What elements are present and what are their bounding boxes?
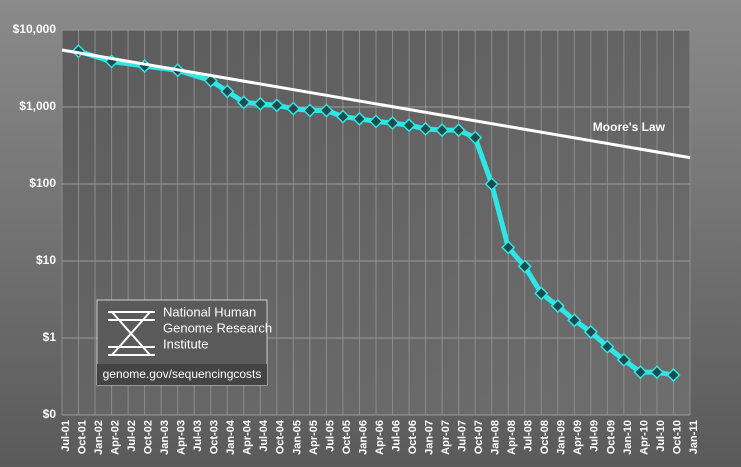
data-point	[451, 123, 466, 138]
x-tick-label: Jul-09	[589, 420, 601, 452]
data-point	[649, 365, 665, 380]
y-tick-label: $1,000	[19, 99, 56, 113]
series-label: Moore's Law	[593, 120, 666, 134]
y-tick-label: $100	[29, 176, 56, 190]
y-tick-label: $10	[36, 253, 56, 267]
x-tick-label: Oct-01	[76, 420, 88, 454]
x-tick-label: Jan-09	[556, 420, 568, 455]
data-point	[319, 103, 334, 118]
data-point	[236, 95, 251, 110]
x-tick-label: Apr-06	[374, 420, 386, 455]
x-tick-label: Jan-04	[225, 419, 237, 455]
series-line	[61, 48, 691, 160]
x-tick-label: Oct-10	[671, 420, 683, 454]
x-tick-label: Apr-05	[308, 420, 320, 455]
x-tick-label: Jul-03	[192, 420, 204, 452]
x-tick-label: Jan-10	[622, 420, 634, 455]
logo-text: Institute	[163, 336, 209, 351]
x-tick-label: Apr-10	[638, 420, 650, 455]
logo-text: Genome Research	[163, 320, 272, 335]
x-tick-label: Jan-03	[159, 420, 171, 455]
data-point	[600, 339, 615, 354]
y-tick-label: $1	[43, 330, 57, 344]
marks	[61, 44, 691, 383]
x-tick-label: Jan-06	[357, 420, 369, 455]
x-tick-label: Jul-01	[60, 420, 72, 452]
x-tick-label: Oct-09	[605, 420, 617, 454]
y-tick-label: $0	[43, 407, 57, 421]
x-tick-label: Jul-10	[655, 420, 667, 452]
data-point	[468, 130, 483, 145]
x-tick-label: Oct-06	[407, 420, 419, 454]
data-point	[633, 365, 648, 380]
x-tick-label: Oct-07	[473, 420, 485, 454]
x-tick-label: Apr-08	[506, 420, 518, 455]
x-tick-label: Jul-07	[457, 420, 469, 452]
x-tick-label: Jan-02	[93, 420, 105, 455]
x-tick-label: Apr-04	[242, 419, 254, 455]
data-point	[616, 352, 631, 367]
data-point	[418, 121, 433, 136]
data-point	[550, 298, 565, 314]
logo: National Human Genome Research Institute…	[96, 299, 272, 386]
x-tick-label: Oct-03	[209, 420, 221, 454]
x-tick-label: Jul-02	[126, 420, 138, 452]
x-tick-label: Oct-05	[341, 420, 353, 454]
x-tick-label: Jan-11	[688, 420, 700, 454]
data-point	[335, 109, 351, 124]
data-point	[534, 286, 549, 301]
x-tick-label: Jul-05	[324, 420, 336, 452]
x-tick-label: Apr-07	[440, 420, 452, 455]
data-point	[286, 101, 301, 116]
x-tick-label: Oct-08	[539, 420, 551, 454]
data-point	[71, 44, 86, 59]
logo-text: National Human	[163, 304, 256, 319]
data-point	[501, 240, 516, 255]
data-point	[253, 96, 268, 111]
x-tick-label: Jul-04	[258, 419, 270, 452]
x-tick-label: Jul-08	[523, 420, 535, 452]
x-tick-label: Apr-09	[572, 420, 584, 455]
x-tick-label: Oct-04	[275, 419, 287, 454]
data-point	[666, 368, 681, 383]
data-point	[220, 84, 235, 99]
y-tick-label: $10,000	[13, 22, 57, 36]
data-point	[517, 259, 532, 274]
data-point	[269, 98, 284, 113]
data-point	[352, 111, 367, 126]
data-point	[203, 73, 218, 88]
data-point	[484, 176, 499, 192]
data-point	[583, 324, 598, 339]
x-tick-label: Jan-07	[423, 420, 435, 455]
x-tick-label: Apr-03	[176, 420, 188, 455]
data-point	[435, 123, 450, 138]
x-tick-label: Apr-02	[109, 420, 121, 455]
data-point	[567, 313, 582, 328]
x-tick-label: Jan-05	[291, 420, 303, 455]
data-point	[302, 103, 317, 118]
data-point	[385, 115, 400, 131]
x-tick-label: Jan-08	[490, 420, 502, 455]
logo-url: genome.gov/sequencingcosts	[103, 367, 262, 381]
x-tick-label: Jul-06	[390, 420, 402, 452]
x-tick-label: Oct-02	[143, 420, 155, 454]
data-point	[368, 114, 384, 129]
logo-url-bar	[97, 364, 267, 385]
logo-icon	[108, 311, 155, 356]
data-point	[401, 118, 417, 133]
